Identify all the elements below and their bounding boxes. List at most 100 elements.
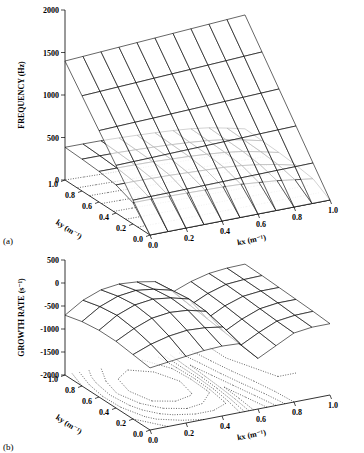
contour-segment [228,401,240,413]
axes: 0.00.20.40.60.81.00.00.20.40.60.81.0-200… [40,256,338,445]
contour-segment [130,405,143,410]
x-axis-title: kx (m⁻¹) [236,233,267,247]
x-tick [222,416,224,420]
contour-segment [186,366,202,377]
plot-area [65,264,330,426]
x-tick-label: 0.6 [256,220,266,229]
contour-segment [103,396,121,407]
z-tick [61,375,65,376]
contour-segment [157,419,182,420]
z-tick [61,283,65,284]
contour-segment [118,379,129,391]
contour-segment [275,391,294,402]
contour-segment [145,417,157,420]
contour-segment [133,419,168,427]
z-tick-label: 500 [47,256,59,265]
z-tick-label: -500 [44,302,59,311]
contour-segment [264,393,285,403]
contour-segment [154,372,180,381]
z-tick [61,329,65,330]
contour-segment [182,419,204,421]
contour-segment [173,414,195,416]
contour-segment [221,373,243,383]
contour-segment [114,208,132,211]
contour-segment [92,377,97,383]
x-tick-label: 0.2 [184,234,194,243]
surface-cell [227,15,262,56]
y-tick [129,224,133,226]
x-tick-label: 0.4 [220,227,230,236]
contour-segment [200,363,221,373]
z-tick [61,10,65,11]
x-tick [150,235,152,239]
contour-segment [224,401,226,403]
contour-segment [231,400,244,412]
contour-segment [202,377,217,388]
contour-segment [160,414,173,415]
x-tick-label: 1.0 [328,401,338,410]
contour-segment [212,375,234,385]
y-tick-label: 0.4 [99,213,109,222]
y-axis-title: ky (m⁻¹) [54,218,84,242]
y-tick [112,408,116,410]
surface-cell [154,289,189,299]
y-tick-label: 0.2 [116,224,126,233]
surface-cell [295,311,330,327]
y-tick [146,235,150,237]
x-tick-label: 0.8 [292,213,302,222]
contour-segment [232,371,254,381]
contour-segment [143,410,161,414]
contour-segment [190,393,191,395]
contour-segment [106,381,117,393]
x-tick-label: 0.0 [148,241,158,250]
contour-segment [65,177,84,180]
panel: 0.00.20.40.60.81.00.00.20.40.60.81.00500… [3,6,338,250]
contour-segment [129,391,152,401]
x-tick [222,221,224,225]
z-tick-label: 0 [55,279,59,288]
figure-svg: 0.00.20.40.60.81.00.00.20.40.60.81.00500… [0,0,364,453]
x-tick-label: 1.0 [328,206,338,215]
z-tick [61,137,65,138]
contour-segment [255,395,277,405]
x-axis-line [150,395,330,430]
z-tick-label: 1500 [43,49,59,58]
contour-segment [190,365,205,376]
contour-segment [118,370,128,379]
surface [65,15,330,235]
z-tick-label: -1000 [40,325,59,334]
contour-segment [84,174,103,177]
surface-cell [205,327,240,346]
contour-segment [117,394,140,404]
y-tick-label: 0.0 [133,430,143,439]
contour-segment [221,388,236,399]
y-tick-label: 0.6 [82,397,92,406]
contour-segment [217,388,231,400]
contour-segment [89,385,102,397]
contour-segment [278,373,296,377]
contour-segment [163,408,187,409]
y-tick [78,386,82,388]
x-tick [330,200,332,204]
z-tick [61,260,65,261]
x-tick [294,402,296,406]
z-tick-label: 1000 [43,91,59,100]
z-tick [61,306,65,307]
contour-segment [140,403,163,408]
contour-segment [172,369,191,380]
contour-segment [177,368,195,379]
figure: 0.00.20.40.60.81.00.00.20.40.60.81.00500… [0,0,364,453]
floor-contours [72,347,296,427]
surface-cell [261,89,296,130]
z-axis-title: GROWTH RATE (s⁻¹) [17,278,26,357]
contour-segment [101,368,106,381]
contour-segment [198,378,214,389]
z-tick-label: 2000 [43,6,59,15]
z-tick-label: -2000 [40,371,59,380]
y-tick [129,419,133,421]
contour-segment [205,376,220,387]
contour-segment [233,385,255,395]
surface-cell [171,298,206,311]
contour-segment [224,387,239,398]
contour-segment [152,401,176,402]
